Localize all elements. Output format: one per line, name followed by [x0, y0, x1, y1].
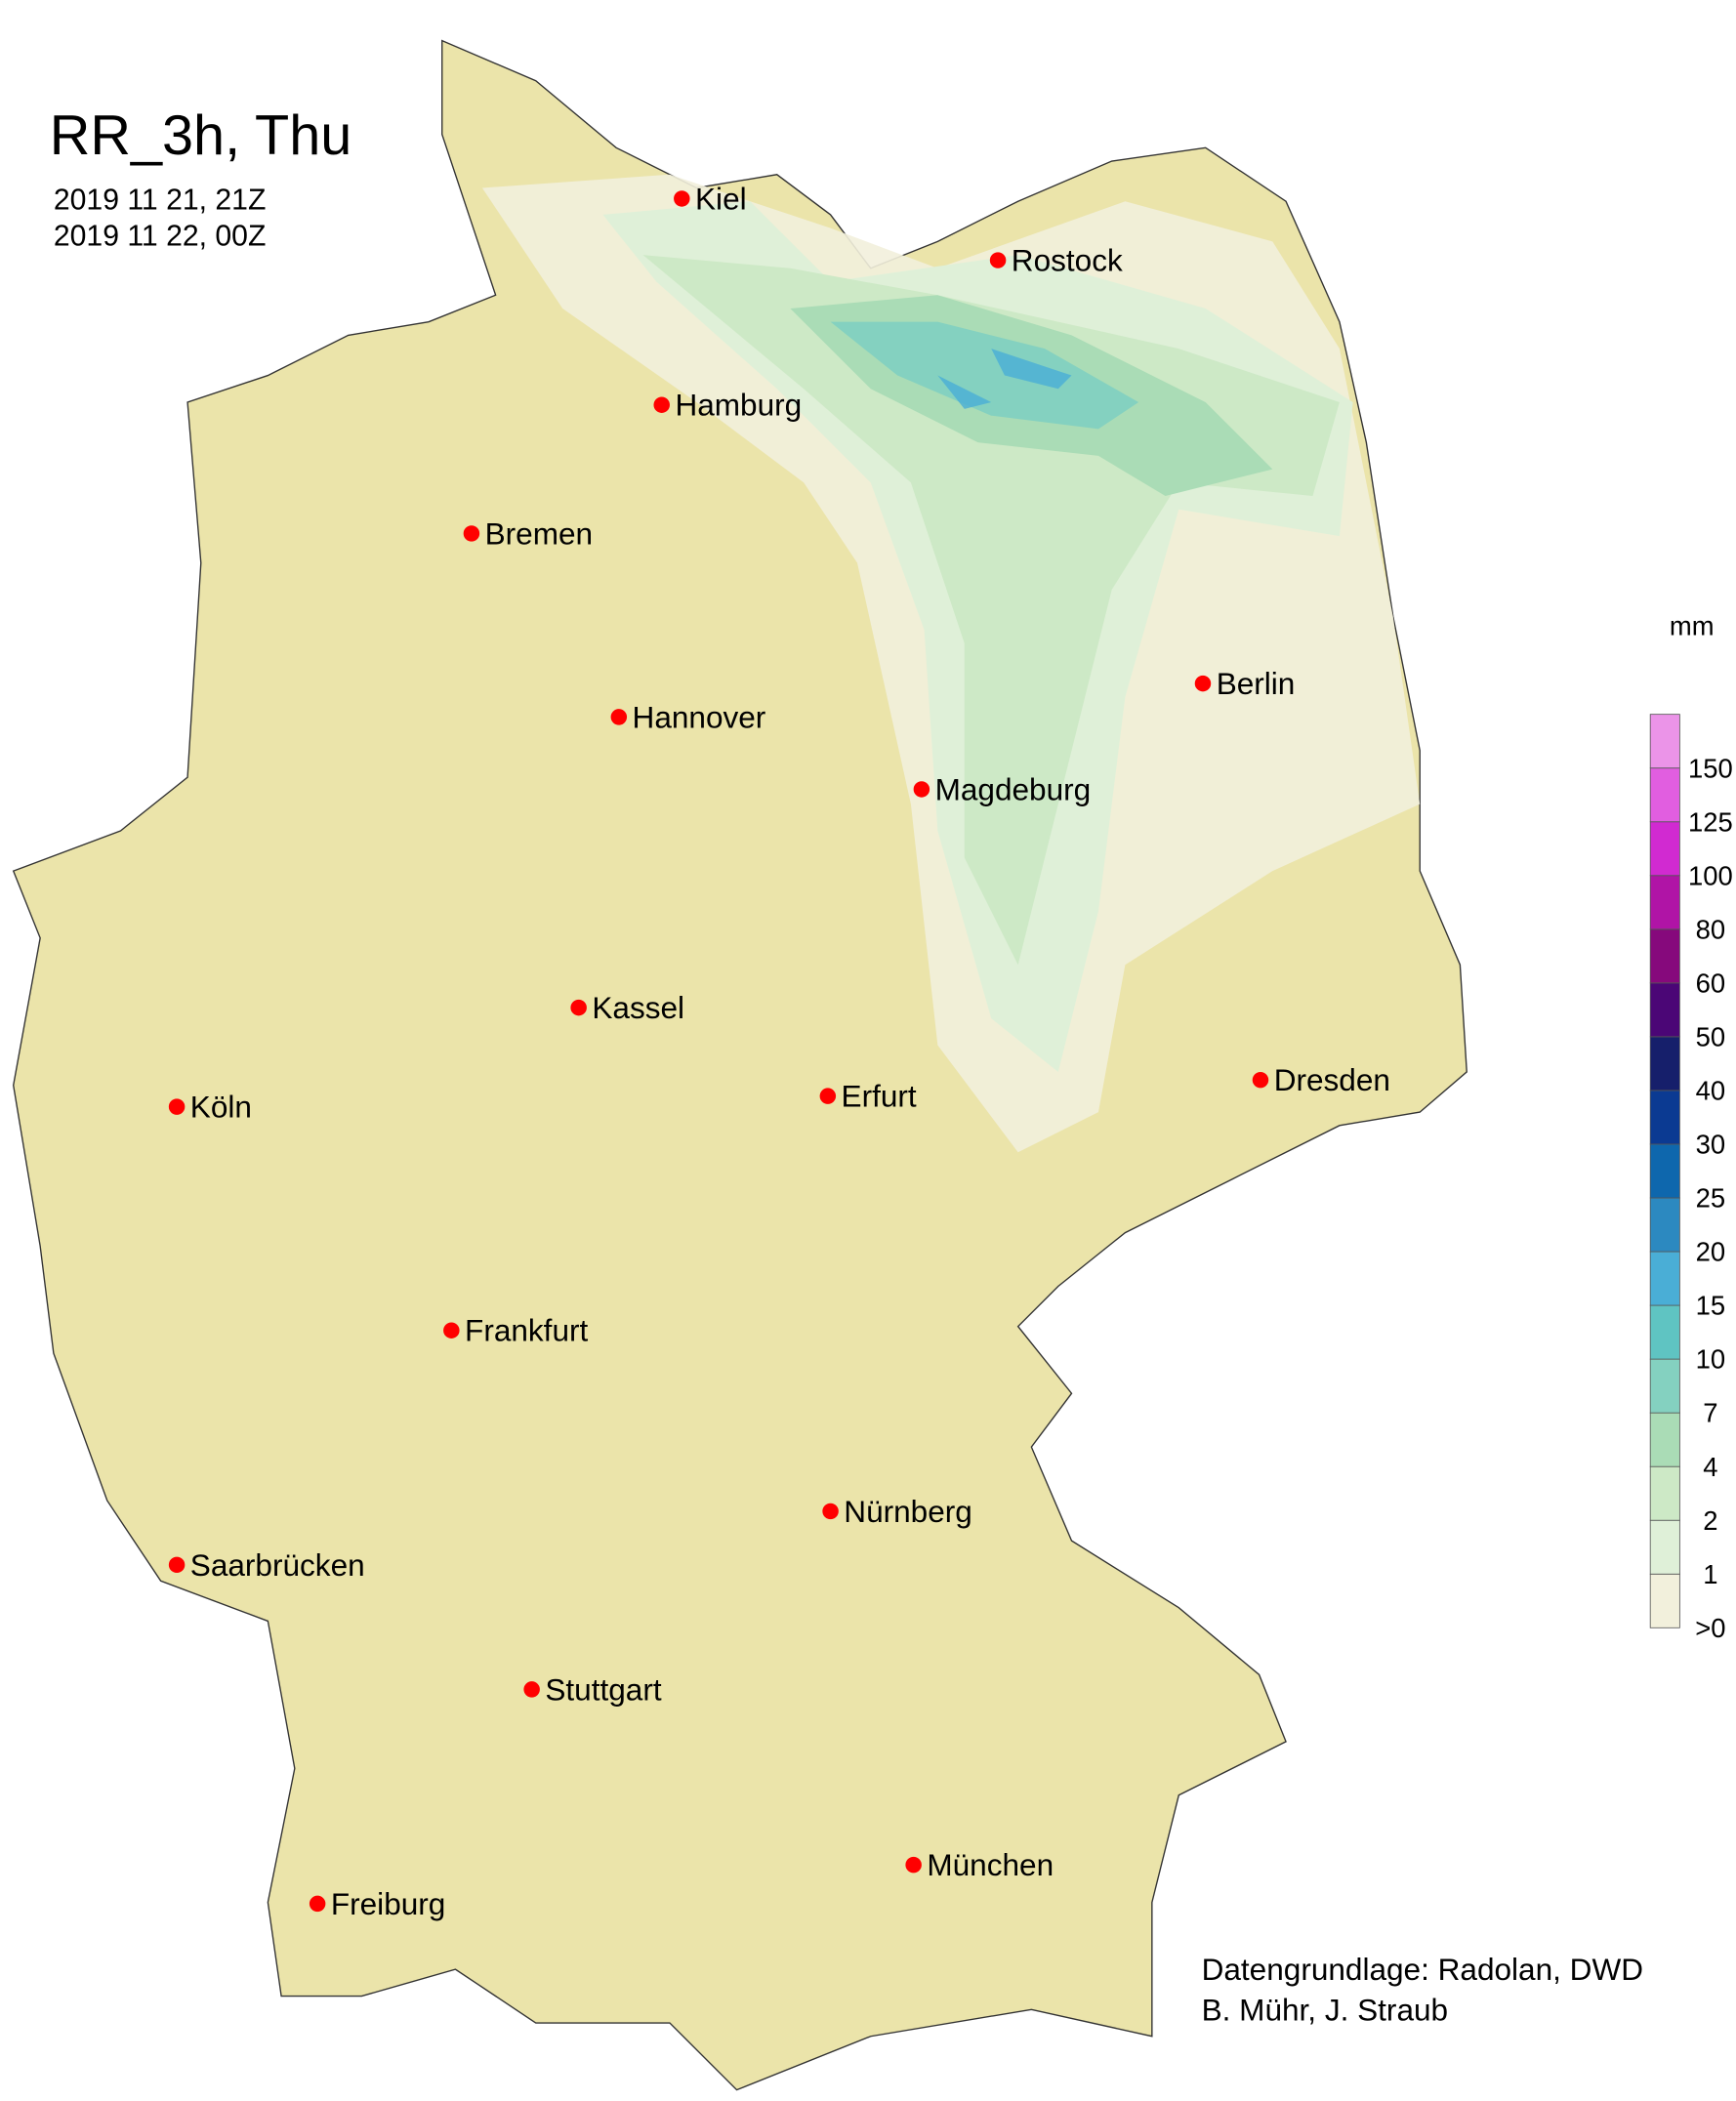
legend-swatch	[1649, 1143, 1680, 1199]
city-marker	[989, 252, 1007, 268]
city-marker	[463, 525, 480, 542]
legend-swatch	[1649, 982, 1680, 1038]
legend-label: 80	[1696, 914, 1726, 944]
legend-swatch	[1649, 1465, 1680, 1521]
city-label: Berlin	[1217, 666, 1296, 701]
city-label: Bremen	[485, 515, 593, 551]
legend-swatch	[1649, 1358, 1680, 1414]
city-marker	[309, 1895, 326, 1913]
city-marker	[443, 1322, 460, 1339]
period-end: 2019 11 22, 00Z	[54, 220, 267, 252]
city-label: Saarbrücken	[190, 1547, 365, 1583]
legend-swatch	[1649, 714, 1680, 769]
legend-label: 20	[1696, 1237, 1726, 1267]
legend-swatch	[1649, 1573, 1680, 1628]
credit-line-2: B. Mühr, J. Straub	[1202, 1992, 1448, 2027]
city-marker	[168, 1556, 186, 1574]
legend-unit: mm	[1670, 611, 1715, 641]
city-label: Erfurt	[842, 1079, 917, 1114]
legend-swatch	[1649, 928, 1680, 984]
legend-swatch	[1649, 1304, 1680, 1360]
legend-label: 50	[1696, 1021, 1726, 1051]
city-marker	[570, 999, 587, 1016]
city-label: Rostock	[1012, 243, 1123, 278]
city-label: Kiel	[695, 181, 747, 216]
period-start: 2019 11 21, 21Z	[54, 184, 267, 216]
legend-swatch	[1649, 1412, 1680, 1467]
legend-swatch	[1649, 875, 1680, 930]
city-label: Dresden	[1274, 1062, 1390, 1097]
city-label: Köln	[190, 1090, 252, 1125]
legend-swatch	[1649, 1519, 1680, 1575]
legend-label: 2	[1703, 1505, 1717, 1536]
legend-swatch	[1649, 767, 1680, 823]
legend-swatch	[1649, 1036, 1680, 1092]
city-label: Magdeburg	[935, 771, 1092, 806]
city-marker	[913, 781, 930, 798]
city-marker	[653, 396, 670, 413]
credit-line-1: Datengrundlage: Radolan, DWD	[1202, 1952, 1643, 1987]
city-label: Hannover	[633, 699, 766, 734]
legend-label: 100	[1688, 860, 1733, 890]
city-label: Freiburg	[331, 1886, 445, 1921]
legend-swatch	[1649, 1197, 1680, 1253]
city-markers: Kiel Rostock Hamburg Bremen Berlin Hannover Ma…	[168, 181, 1390, 1921]
city-marker	[610, 709, 628, 725]
legend-label: 25	[1696, 1183, 1726, 1214]
city-marker	[819, 1088, 837, 1104]
city-marker	[822, 1503, 839, 1520]
city-marker	[905, 1856, 922, 1874]
city-marker	[168, 1098, 186, 1115]
legend-swatch	[1649, 1251, 1680, 1306]
city-label: München	[927, 1847, 1054, 1882]
legend-label: 4	[1703, 1452, 1717, 1482]
city-label: Hamburg	[675, 388, 802, 423]
legend-label: 150	[1688, 753, 1733, 783]
legend-label: 10	[1696, 1344, 1726, 1375]
city-label: Frankfurt	[465, 1313, 588, 1348]
legend-label: 7	[1703, 1398, 1717, 1428]
city-marker	[1252, 1071, 1269, 1089]
precipitation-field	[481, 174, 1421, 1153]
map-title: RR_3h, Thu	[50, 104, 352, 167]
legend-label: 125	[1688, 806, 1733, 837]
color-legend: mm >0 1 2 4 7 10 15 20 25 30 40 50 60 80 100 125 150	[1649, 611, 1733, 1643]
legend-label: 1	[1703, 1559, 1717, 1589]
legend-label: 60	[1696, 968, 1726, 998]
city-label: Stuttgart	[545, 1671, 661, 1707]
city-label: Nürnberg	[844, 1494, 972, 1529]
city-label: Kassel	[592, 990, 684, 1025]
legend-label: 40	[1696, 1076, 1726, 1106]
legend-swatch	[1649, 1090, 1680, 1145]
city-marker	[674, 190, 690, 207]
legend-swatch	[1649, 821, 1680, 877]
legend-label: 30	[1696, 1130, 1726, 1160]
city-marker	[1194, 675, 1212, 692]
legend-label: >0	[1695, 1613, 1725, 1643]
city-marker	[523, 1681, 540, 1698]
legend-label: 15	[1696, 1291, 1726, 1321]
